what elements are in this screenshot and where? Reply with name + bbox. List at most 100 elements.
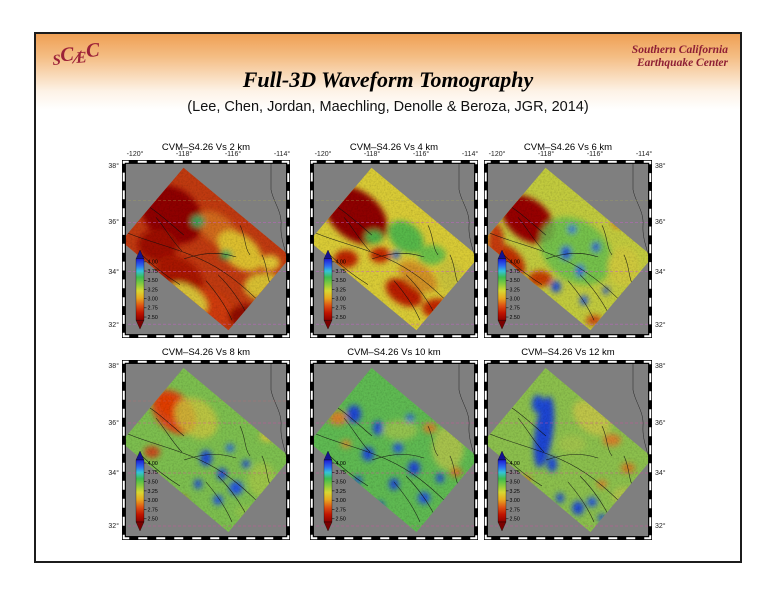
lon-tick-label: -118° (537, 151, 555, 158)
lat-tick-label: 36° (108, 420, 119, 427)
colorbar-tick-label: 3.25 (148, 287, 158, 293)
lat-tick-label: 34° (655, 269, 666, 276)
lon-tick-label: -114° (461, 151, 479, 158)
colorbar: 4.00 3.75 3.50 3.25 3.00 2.75 2.50 (497, 249, 520, 330)
lon-tick-label: -120° (488, 151, 506, 158)
map-frame (484, 160, 652, 338)
map-frame (484, 360, 652, 540)
colorbar-tick-label: 2.50 (148, 315, 158, 321)
colorbar-tick-label: 3.25 (336, 287, 346, 293)
colorbar-tick-label: 3.50 (510, 278, 520, 284)
lat-tick-label: 32° (108, 523, 119, 530)
colorbar: 4.00 3.75 3.50 3.25 3.00 2.75 2.50 (135, 249, 158, 330)
colorbar-tick-label: 2.50 (336, 517, 346, 523)
colorbar-tick-label: 3.25 (336, 489, 346, 495)
tomography-map-vs-10km: 4.00 3.75 3.50 3.25 3.00 2.75 2.50 (310, 360, 478, 540)
colorbar-tick-label: 3.75 (510, 470, 520, 476)
colorbar-tick-label: 3.00 (510, 297, 520, 303)
colorbar-tick-label: 3.50 (336, 480, 346, 486)
org-name-line1: Southern California (631, 44, 728, 56)
scec-logo: SC∕∕EC (51, 38, 101, 69)
tomography-map-vs-4km: 4.00 3.75 3.50 3.25 3.00 2.75 2.50 (310, 160, 478, 338)
tomography-map-vs-12km: 4.00 3.75 3.50 3.25 3.00 2.75 2.50 (484, 360, 652, 540)
fault-traces (127, 207, 277, 321)
graticule-lines (311, 200, 477, 325)
tomography-map-vs-8km: 4.00 3.75 3.50 3.25 3.00 2.75 2.50 (122, 360, 290, 540)
map-frame (122, 360, 290, 540)
org-name-line2: Earthquake Center (636, 57, 728, 69)
colorbar-tick-label: 3.00 (336, 498, 346, 504)
map-panel-vs-6km: CVM–S4.26 Vs 6 km -120° -118° -116° -114… (484, 142, 666, 338)
lon-tick-label: -114° (635, 151, 653, 158)
graticule-lines (485, 422, 651, 527)
colorbar-tick-label: 3.00 (148, 498, 158, 504)
colorbar-tick-label: 3.25 (148, 489, 158, 495)
lon-tick-label: -120° (314, 151, 332, 158)
lon-tick-label: -116° (586, 151, 604, 158)
fault-traces (315, 407, 465, 523)
graticule-lines (123, 400, 289, 527)
map-panel-vs-12km: CVM–S4.26 Vs 12 km 38° 36° 34° 32° (484, 347, 666, 540)
colorbar-tick-label: 2.75 (148, 306, 158, 312)
header-gradient-band (36, 34, 740, 110)
scec-logo-letter: C (59, 43, 75, 67)
tomography-map-vs-6km: 4.00 3.75 3.50 3.25 3.00 2.75 2.50 (484, 160, 652, 338)
lat-tick-label: 32° (655, 322, 666, 329)
lon-tick-label: -116° (224, 151, 242, 158)
colorbar-tick-label: 3.75 (148, 269, 158, 275)
colorbar-tick-label: 2.75 (336, 306, 346, 312)
lon-tick-label: -118° (363, 151, 381, 158)
colorbar-tick-label: 2.50 (510, 315, 520, 321)
map-panel-vs-8km: CVM–S4.26 Vs 8 km 38° 36° 34° 32° (108, 347, 290, 540)
map-frame (310, 160, 478, 338)
colorbar-tick-label: 3.50 (148, 278, 158, 284)
lon-tick-label: -118° (175, 151, 193, 158)
org-name-block: Southern California Earthquake Center (632, 44, 728, 70)
colorbar-tick-label: 3.75 (336, 269, 346, 275)
colorbar-tick-label: 3.75 (336, 470, 346, 476)
lat-tick-label: 34° (108, 470, 119, 477)
map-frame (122, 160, 290, 338)
colorbar-tick-label: 2.75 (510, 306, 520, 312)
lat-tick-label: 38° (655, 163, 666, 170)
colorbar-tick-label: 3.50 (510, 480, 520, 486)
colorbar-tick-label: 3.75 (510, 269, 520, 275)
colorbar-tick-label: 2.75 (336, 507, 346, 513)
colorbar-tick-label: 4.00 (336, 260, 346, 266)
lat-tick-label: 34° (108, 269, 119, 276)
fault-traces (315, 207, 465, 321)
map-panel-vs-10km: CVM–S4.26 Vs 10 km (310, 347, 478, 540)
lat-tick-label: 36° (108, 219, 119, 226)
colorbar-tick-label: 3.25 (510, 287, 520, 293)
tomography-map-vs-2km: 4.00 3.75 3.50 3.25 3.00 2.75 2.50 (122, 160, 290, 338)
lat-tick-label: 32° (655, 523, 666, 530)
colorbar-tick-label: 4.00 (336, 461, 346, 467)
map-panel-vs-4km: CVM–S4.26 Vs 4 km -120° -118° -116° -114… (310, 142, 478, 338)
scec-logo-letter: C (85, 38, 101, 63)
colorbar-tick-label: 2.50 (148, 517, 158, 523)
colorbar-tick-label: 3.50 (336, 278, 346, 284)
map-title: CVM–S4.26 Vs 4 km (349, 142, 439, 153)
lat-tick-label: 38° (108, 363, 119, 370)
colorbar-tick-label: 4.00 (510, 461, 520, 467)
lat-tick-label: 32° (108, 322, 119, 329)
map-frame (310, 360, 478, 540)
map-title: CVM–S4.26 Vs 8 km (161, 347, 251, 358)
colorbar: 4.00 3.75 3.50 3.25 3.00 2.75 2.50 (323, 450, 346, 532)
colorbar-tick-label: 3.00 (510, 498, 520, 504)
colorbar: 4.00 3.75 3.50 3.25 3.00 2.75 2.50 (135, 450, 158, 532)
colorbar-tick-label: 3.00 (336, 297, 346, 303)
colorbar-tick-label: 3.00 (148, 297, 158, 303)
colorbar-tick-label: 2.75 (510, 507, 520, 513)
colorbar-tick-label: 2.50 (336, 315, 346, 321)
graticule-lines (123, 200, 289, 325)
slide-citation: (Lee, Chen, Jordan, Maechling, Denolle &… (187, 99, 589, 115)
lon-tick-label: -120° (126, 151, 144, 158)
colorbar-tick-label: 3.50 (148, 480, 158, 486)
colorbar-tick-label: 2.75 (148, 507, 158, 513)
lat-tick-label: 34° (655, 470, 666, 477)
colorbar-tick-label: 2.50 (510, 517, 520, 523)
lon-tick-label: -116° (412, 151, 430, 158)
map-panel-vs-2km: CVM–S4.26 Vs 2 km -120° -118° -116° -114… (108, 142, 290, 338)
